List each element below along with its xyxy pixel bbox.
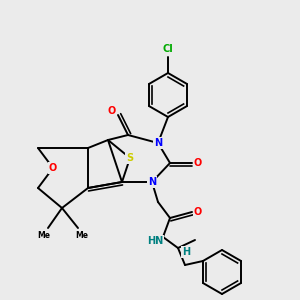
Text: O: O (194, 207, 202, 217)
Text: N: N (148, 177, 156, 187)
Text: S: S (126, 153, 134, 163)
Text: HN: HN (147, 236, 163, 246)
Text: O: O (49, 163, 57, 173)
Text: O: O (194, 158, 202, 168)
Text: N: N (154, 138, 162, 148)
Text: Cl: Cl (163, 44, 173, 54)
Text: Me: Me (38, 232, 50, 241)
Text: O: O (108, 106, 116, 116)
Text: H: H (182, 247, 190, 257)
Text: Me: Me (76, 232, 88, 241)
